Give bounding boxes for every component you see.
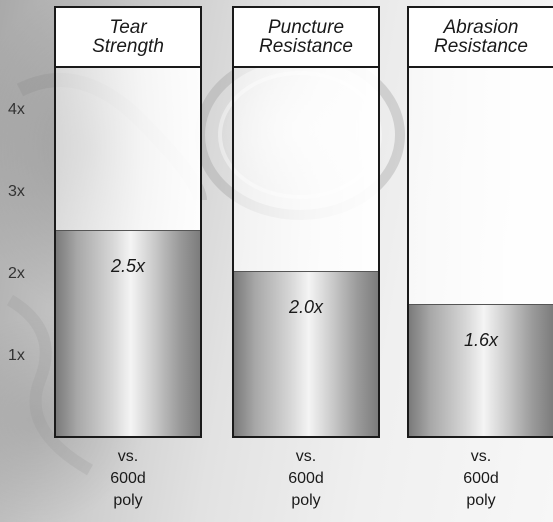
metric-panel: Abrasion Resistance 1.6x [407, 6, 553, 438]
panel-header: Abrasion Resistance [409, 8, 553, 68]
panel-header: Puncture Resistance [234, 8, 378, 68]
bar-value-label: 1.6x [463, 329, 499, 350]
comparison-footnote: vs. 600d poly [110, 448, 146, 509]
comparison-footnote: vs. 600d poly [288, 448, 324, 509]
bar-value-label: 2.0x [288, 297, 324, 317]
bar-value-label: 2.5x [110, 256, 146, 276]
bar [234, 271, 378, 436]
y-tick-label: 3x [8, 183, 25, 200]
panel-header: Tear Strength [56, 8, 200, 68]
y-tick-label: 2x [8, 265, 25, 282]
y-tick-label: 4x [8, 101, 25, 118]
metric-panel: Puncture Resistance 2.0x [232, 6, 380, 438]
comparison-footnote: vs. 600d poly [463, 448, 499, 509]
bar [409, 303, 553, 436]
bar [56, 230, 200, 436]
y-tick-label: 1x [8, 347, 25, 364]
metric-panel: Tear Strength 2.5x [54, 6, 202, 438]
